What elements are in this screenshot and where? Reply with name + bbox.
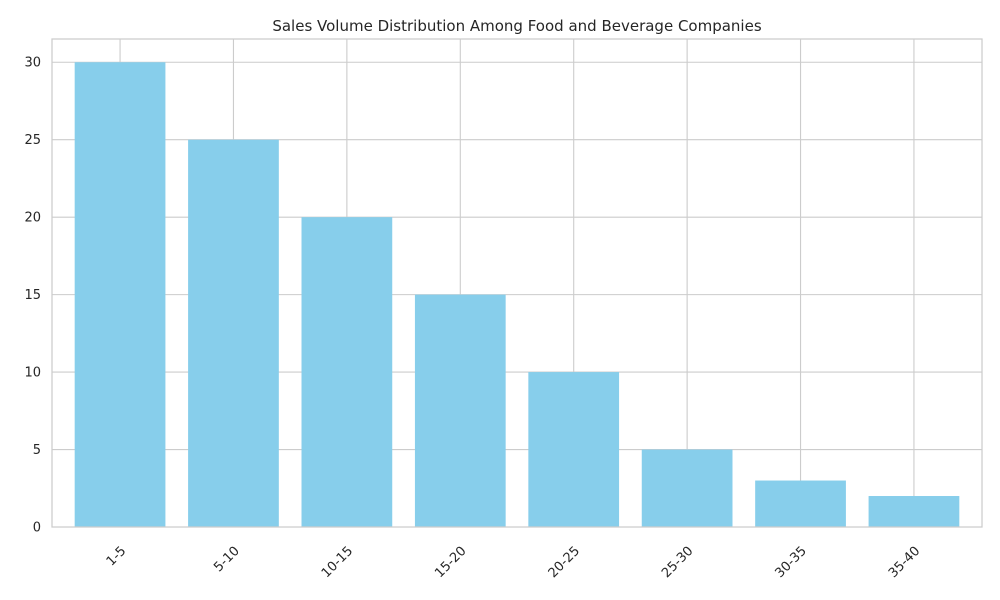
y-tick-label: 5 (33, 443, 41, 458)
x-tick-label: 10-15 (319, 544, 356, 581)
y-tick-label: 15 (24, 288, 41, 303)
x-tick-label: 35-40 (886, 544, 923, 581)
y-tick-label: 20 (24, 211, 41, 226)
x-tick-labels: 1-5 5-10 10-15 15-20 20-25 25-30 30-35 35-40 (104, 544, 924, 581)
chart-title: Sales Volume Distribution Among Food and… (272, 17, 761, 35)
y-tick-label: 30 (24, 56, 41, 71)
bar-30-35 (755, 480, 846, 527)
x-tick-label: 30-35 (773, 544, 810, 581)
plot-frame (51, 38, 983, 528)
bar-15-20 (414, 294, 506, 527)
bars (74, 62, 960, 527)
bar-5-10 (188, 139, 279, 527)
y-tick-label: 10 (24, 366, 41, 381)
y-tick-label: 25 (24, 133, 41, 148)
bar-20-25 (528, 372, 620, 527)
bar-35-40 (868, 496, 960, 527)
y-tick-labels: 0 5 10 15 20 25 30 (24, 56, 41, 536)
bar-1-5 (74, 62, 166, 527)
x-tick-label: 25-30 (659, 544, 696, 581)
x-tick-label: 15-20 (432, 544, 469, 581)
bar-10-15 (301, 217, 393, 527)
x-tick-label: 1-5 (104, 544, 130, 570)
x-tick-label: 20-25 (546, 544, 583, 581)
bar-25-30 (641, 449, 733, 527)
y-tick-label: 0 (33, 521, 41, 536)
x-tick-label: 5-10 (211, 544, 242, 575)
